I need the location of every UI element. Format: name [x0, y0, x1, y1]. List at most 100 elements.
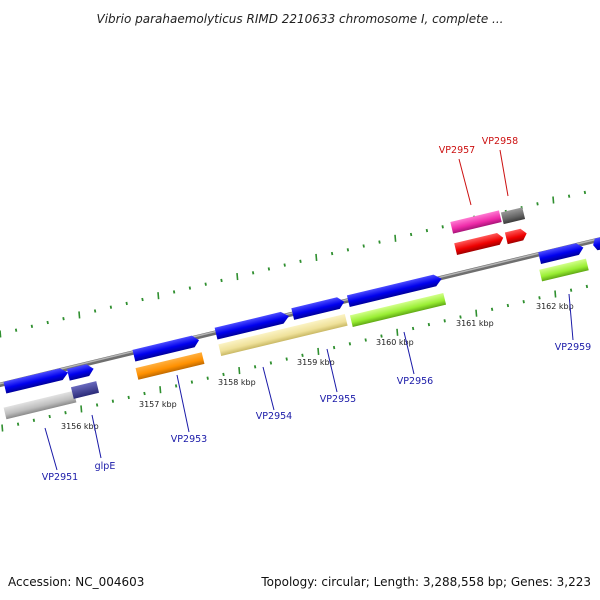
tick-mark	[378, 240, 381, 244]
tick-mark	[141, 297, 144, 302]
kbp-label: 3157 kbp	[139, 400, 177, 409]
tick-mark	[62, 317, 65, 321]
tick-mark	[93, 309, 97, 313]
tick-mark	[301, 353, 304, 357]
tick-mark	[111, 399, 115, 403]
tick-mark	[48, 414, 51, 419]
gene-vp2957[interactable]	[454, 232, 504, 255]
annotation-bar-vp2958	[500, 207, 526, 225]
annotation-bar-vp2951	[3, 390, 77, 420]
tick-mark	[536, 202, 539, 206]
annotation-bar-vp2959	[539, 258, 589, 282]
tick-mark	[157, 292, 160, 300]
kbp-label: 3156 kbp	[61, 422, 99, 431]
tick-mark	[583, 190, 587, 195]
tick-mark	[80, 405, 83, 413]
tick-mark	[109, 305, 113, 309]
tick-mark	[554, 290, 557, 298]
tick-mark	[506, 303, 510, 308]
tick-mark	[285, 357, 288, 361]
tick-mark	[380, 334, 383, 338]
annotation-bar-vp2953	[135, 352, 205, 380]
tick-mark	[409, 232, 413, 237]
gene-label-vp2955[interactable]: VP2955	[320, 394, 356, 405]
tick-mark	[188, 286, 192, 290]
tick-mark	[475, 309, 478, 317]
gene-label-vp2958[interactable]: VP2958	[482, 136, 518, 147]
tick-mark	[206, 376, 209, 380]
gene-vp2959[interactable]	[538, 242, 585, 264]
tick-mark	[425, 228, 429, 233]
tick-mark	[46, 320, 49, 325]
gene-label-vp2954[interactable]: VP2954	[256, 411, 292, 422]
tick-mark	[238, 367, 241, 375]
gene-vp2958[interactable]	[504, 228, 528, 245]
gene-vp2954[interactable]	[214, 310, 291, 340]
tick-mark	[127, 395, 130, 400]
gene-label-vp2959[interactable]: VP2959	[555, 342, 591, 353]
leader-lines-red	[458, 149, 509, 206]
gene-next[interactable]	[592, 234, 600, 251]
tick-mark	[567, 194, 571, 198]
gene-vp2953[interactable]	[132, 334, 201, 362]
tick-mark	[411, 326, 415, 331]
gene-vp2956[interactable]	[346, 273, 443, 308]
tick-mark	[538, 296, 541, 300]
tick-mark	[78, 311, 81, 319]
kbp-label: 3159 kbp	[297, 358, 335, 367]
tick-mark	[172, 290, 176, 294]
tick-mark	[159, 386, 162, 394]
map-title: Vibrio parahaemolyticus RIMD 2210633 chr…	[97, 12, 504, 26]
kbp-label: 3160 kbp	[376, 338, 414, 347]
gene-label-glpe[interactable]: glpE	[95, 461, 116, 472]
kbp-label: 3158 kbp	[218, 378, 256, 387]
gene-label-vp2957[interactable]: VP2957	[439, 145, 475, 156]
lower-tick-track	[1, 284, 589, 432]
tick-mark	[222, 372, 225, 377]
tick-mark	[0, 330, 2, 338]
tick-mark	[317, 347, 320, 355]
tick-mark	[125, 301, 128, 306]
annotation-bar-vp2956	[349, 292, 447, 328]
tick-mark	[95, 403, 99, 407]
kbp-label: 3162 kbp	[536, 302, 574, 311]
gene-label-vp2953[interactable]: VP2953	[171, 434, 207, 445]
kbp-label: 3161 kbp	[456, 319, 494, 328]
tick-mark	[220, 278, 223, 283]
gene-label-vp2951[interactable]: VP2951	[42, 472, 78, 483]
tick-mark	[522, 300, 525, 304]
tick-mark	[251, 271, 255, 275]
annotation-bar-vp2954	[218, 313, 348, 357]
tick-mark	[190, 380, 194, 384]
gene-vp2955[interactable]	[291, 296, 345, 320]
tick-mark	[269, 361, 273, 365]
leader-lines	[44, 293, 574, 471]
tick-mark	[569, 288, 573, 292]
tick-mark	[204, 282, 207, 286]
tick-mark	[443, 319, 446, 323]
gene-glpe[interactable]	[66, 363, 95, 381]
tick-mark	[552, 196, 555, 204]
topology-text: Topology: circular; Length: 3,288,558 bp…	[260, 575, 591, 589]
accession-text: Accession: NC_004603	[8, 575, 144, 589]
tick-mark	[32, 418, 36, 422]
tick-mark	[1, 424, 4, 432]
tick-mark	[459, 315, 462, 319]
tick-mark	[348, 342, 352, 346]
tick-mark	[315, 253, 318, 261]
tick-mark	[330, 251, 334, 256]
tick-mark	[30, 324, 34, 328]
tick-mark	[299, 259, 302, 263]
tick-mark	[253, 365, 257, 369]
tick-mark	[362, 244, 365, 248]
tick-mark	[332, 345, 336, 350]
tick-mark	[143, 391, 146, 396]
tick-mark	[346, 248, 350, 252]
tick-mark	[490, 307, 494, 311]
gene-label-vp2956[interactable]: VP2956	[397, 376, 433, 387]
tick-mark	[283, 263, 286, 267]
tick-mark	[394, 234, 397, 242]
gene-vp2951[interactable]	[3, 367, 70, 394]
tick-mark	[427, 322, 431, 327]
